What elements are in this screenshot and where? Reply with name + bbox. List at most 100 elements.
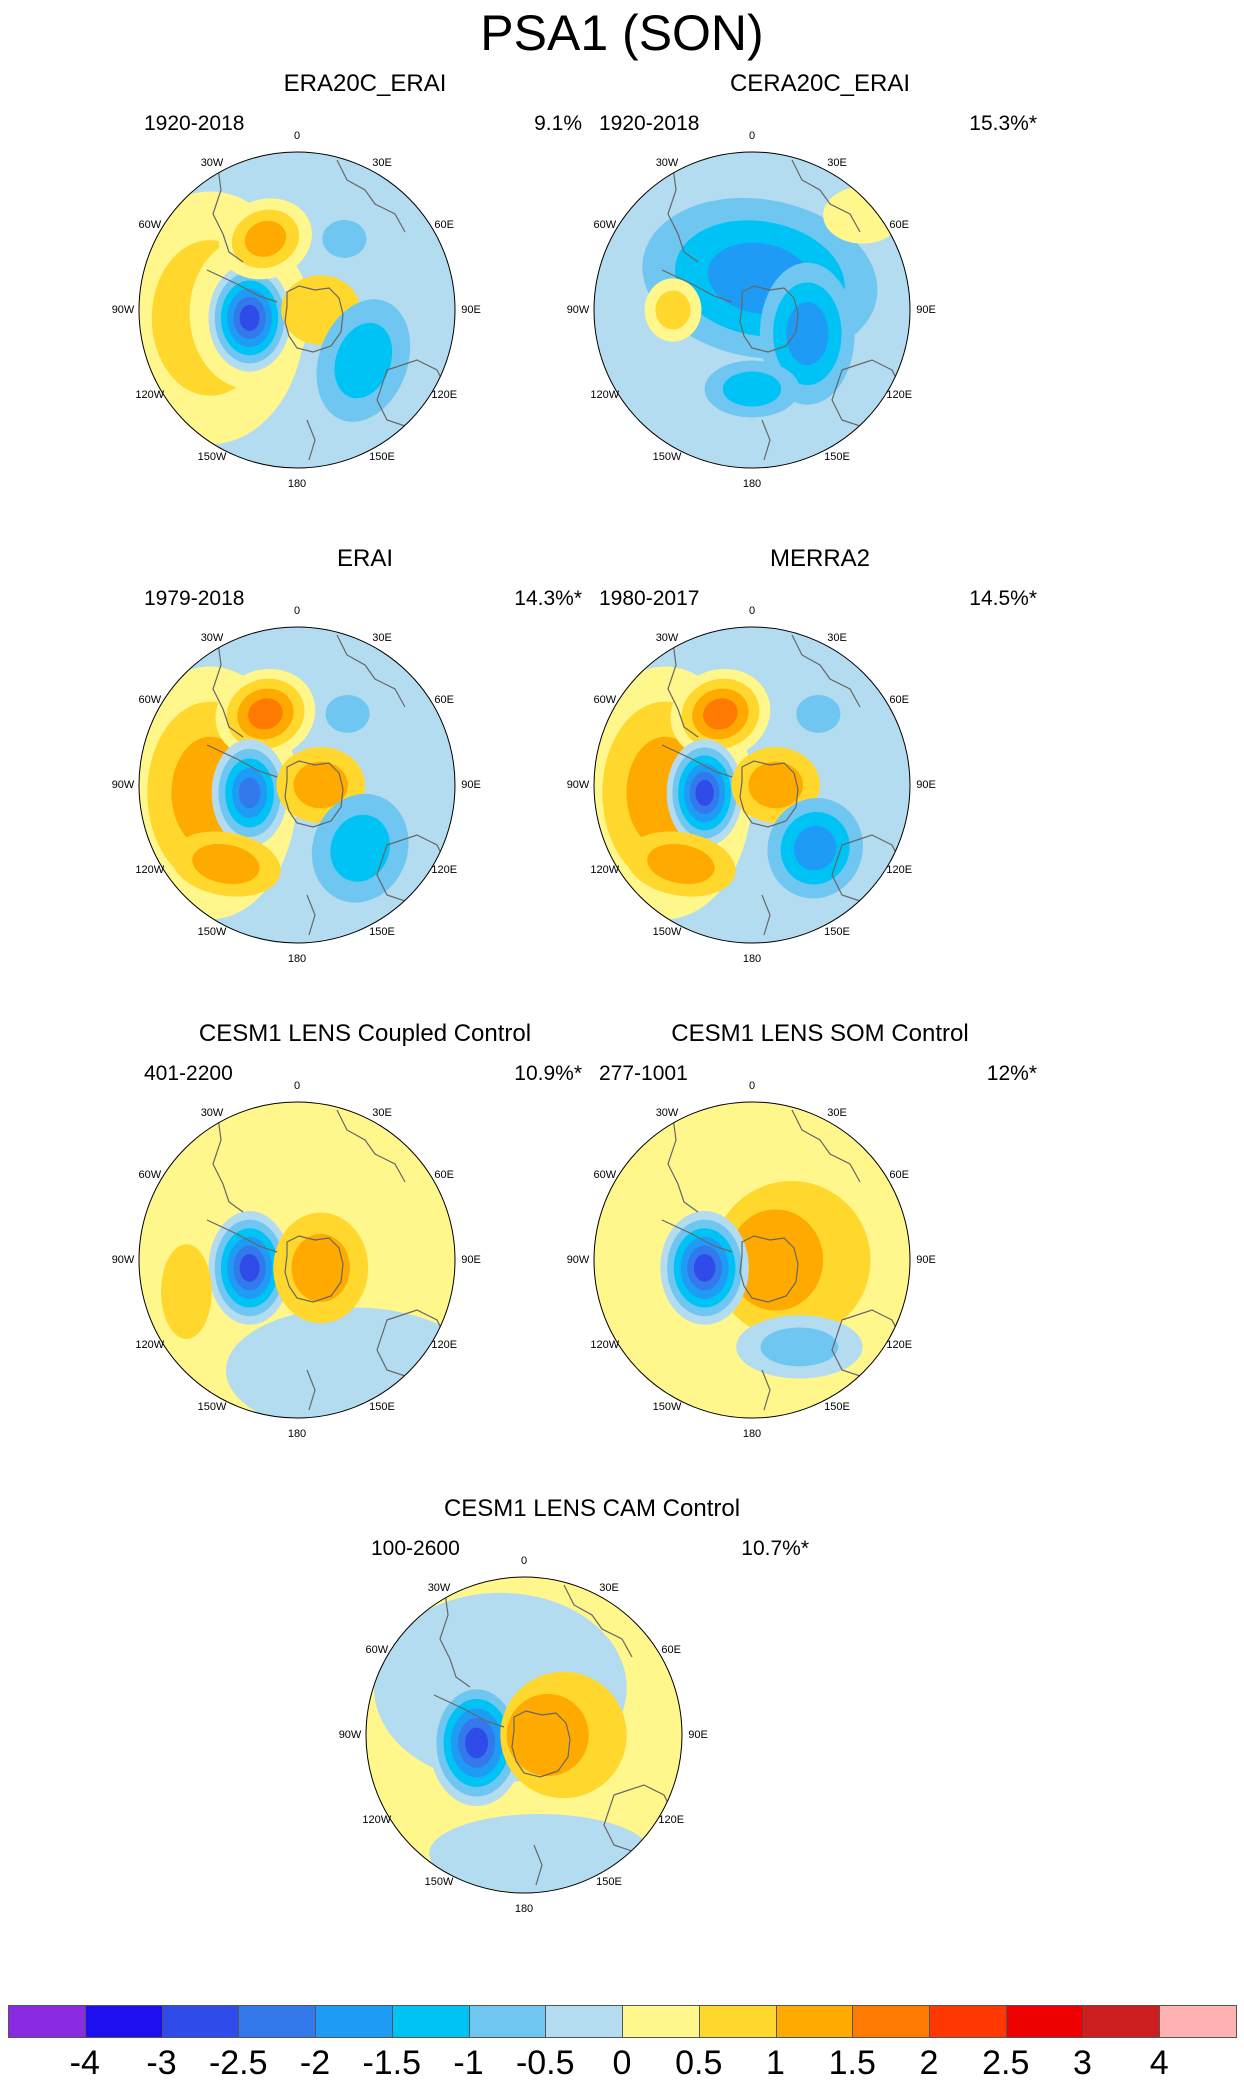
longitude-label: 150W <box>197 1401 227 1414</box>
longitude-label: 150E <box>824 926 850 939</box>
longitude-label: 60W <box>593 219 617 231</box>
coastline <box>336 1109 406 1183</box>
map-border <box>593 151 911 469</box>
coastline <box>563 1584 633 1658</box>
coastline <box>336 159 406 233</box>
panel-variance: 15.3%* <box>969 112 1037 135</box>
longitude-label: 120E <box>886 389 913 401</box>
longitude-label: 150W <box>197 926 227 939</box>
longitude-label: 60W <box>365 1644 389 1656</box>
longitude-label: 60E <box>661 1644 682 1656</box>
colorbar-swatch <box>1159 2005 1237 2038</box>
anomaly-contour <box>693 1254 716 1282</box>
panel-title: CESM1 LENS SOM Control <box>671 1020 969 1047</box>
panel-title: ERAI <box>336 545 393 572</box>
colorbar-label: 0.5 <box>675 2044 723 2082</box>
coastline <box>739 285 799 353</box>
colorbar-label: 1.5 <box>828 2044 876 2082</box>
longitude-label: 0 <box>293 1080 301 1092</box>
longitude-label: 120W <box>590 864 620 876</box>
longitude-label: 120W <box>590 1339 620 1351</box>
panel-variance: 12%* <box>986 1062 1037 1085</box>
map-panel: CESM1 LENS CAM Control 100-2600 10.7%* 0 30E… <box>339 1495 827 1935</box>
anomaly-contour <box>248 698 283 730</box>
anomaly-contour <box>244 220 287 257</box>
longitude-label: 60E <box>889 1169 910 1181</box>
coastline <box>661 744 733 778</box>
anomaly-contour <box>647 843 715 885</box>
longitude-label: 60E <box>889 219 910 231</box>
map-border <box>593 626 911 944</box>
colorbar-swatch <box>8 2005 86 2038</box>
colorbar-swatch <box>545 2005 623 2038</box>
anomaly-contour <box>192 843 260 885</box>
map-panel: CESM1 LENS SOM Control 277-1001 12%* 0 30E 60… <box>567 1020 1055 1460</box>
colorbar-swatch <box>1082 2005 1161 2038</box>
panel-title: CERA20C_ERAI <box>729 70 911 97</box>
polar-map <box>138 626 456 944</box>
coastline <box>511 1710 571 1778</box>
coastline <box>791 634 861 708</box>
longitude-label: 60E <box>889 694 910 706</box>
anomaly-contour <box>760 1327 839 1367</box>
colorbar-swatch <box>315 2005 393 2038</box>
anomaly-contour <box>506 1693 589 1777</box>
coastline <box>206 269 278 303</box>
longitude-label: 60W <box>138 1169 162 1181</box>
coastline <box>791 1109 861 1183</box>
anomaly-contour <box>161 1244 212 1339</box>
colorbar-label: 0 <box>612 2044 632 2082</box>
longitude-label: 180 <box>287 953 307 965</box>
longitude-label: 60W <box>593 694 617 706</box>
longitude-label: 90E <box>916 779 936 791</box>
coastline <box>284 1235 344 1303</box>
colorbar-label: -0.5 <box>515 2044 575 2082</box>
longitude-label: 0 <box>293 605 301 617</box>
longitude-label: 150W <box>197 451 227 464</box>
longitude-label: 60E <box>434 1169 455 1181</box>
longitude-label: 30E <box>827 631 847 644</box>
longitude-label: 120E <box>431 864 458 876</box>
longitude-label: 150E <box>369 926 395 939</box>
longitude-label: 30E <box>827 156 847 169</box>
anomaly-contour <box>703 698 738 730</box>
map-border <box>593 1101 911 1419</box>
longitude-label: 180 <box>287 478 307 490</box>
longitude-label: 30E <box>827 1106 847 1119</box>
longitude-label: 0 <box>748 1080 756 1092</box>
longitude-label: 120W <box>362 1814 392 1826</box>
longitude-label: 180 <box>514 1903 534 1915</box>
anomaly-contour <box>429 1814 651 1893</box>
coastline <box>761 1369 771 1411</box>
longitude-label: 150E <box>824 451 850 464</box>
anomaly-contour <box>748 761 803 809</box>
panel-variance: 10.9%* <box>514 1062 582 1085</box>
anomaly-contour <box>291 1233 350 1302</box>
panel-title: CESM1 LENS CAM Control <box>443 1495 741 1522</box>
colorbar-swatch <box>698 2005 777 2038</box>
colorbar-label: -2 <box>299 2044 331 2082</box>
longitude-label: 150E <box>596 1876 622 1889</box>
colorbar-swatch <box>238 2005 316 2038</box>
coastline <box>212 634 244 738</box>
longitude-label: 30W <box>655 631 679 644</box>
longitude-label: 30W <box>200 631 224 644</box>
longitude-label: 90W <box>111 779 135 791</box>
longitude-label: 30E <box>372 1106 392 1119</box>
anomaly-contour <box>330 814 390 882</box>
anomaly-contour <box>728 1209 824 1311</box>
coastline <box>761 894 771 936</box>
panel-variance: 9.1% <box>534 112 582 135</box>
map-panel: ERAI 1979-2018 14.3%* 0 30E 60E 90E 120E 150E 180… <box>112 545 600 985</box>
colorbar-swatch <box>1005 2005 1084 2038</box>
polar-map <box>365 1576 683 1894</box>
map-panel: ERA20C_ERAI 1920-2018 9.1% 0 30E 60E 90E 120E 15… <box>112 70 600 510</box>
anomaly-contour <box>239 304 260 331</box>
colorbar-swatch <box>161 2005 240 2038</box>
colorbar-swatch <box>929 2005 1007 2038</box>
longitude-label: 180 <box>287 1428 307 1440</box>
colorbar-label: -2.5 <box>208 2044 268 2082</box>
coastline <box>433 1694 505 1728</box>
coastline <box>212 159 244 263</box>
coastline <box>661 269 733 303</box>
